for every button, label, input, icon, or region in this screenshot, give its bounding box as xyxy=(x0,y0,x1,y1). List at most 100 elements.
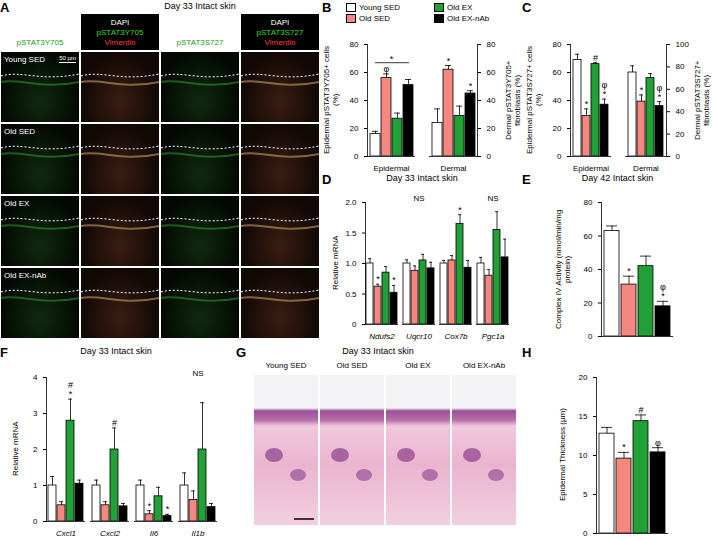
svg-text:20: 20 xyxy=(350,124,359,133)
svg-text:40: 40 xyxy=(350,96,359,105)
html-text:Old EX: Old EX xyxy=(447,3,473,12)
html-text:A: A xyxy=(0,0,10,15)
html-text:H: H xyxy=(522,345,532,360)
svg-text:*: * xyxy=(639,85,643,95)
svg-text:0: 0 xyxy=(583,529,588,538)
svg-text:*: * xyxy=(622,442,626,452)
svg-text:Dermal: Dermal xyxy=(441,164,467,173)
svg-text:80: 80 xyxy=(583,198,592,207)
svg-text:NS: NS xyxy=(192,369,203,378)
svg-text:40: 40 xyxy=(675,107,684,116)
svg-text:Cox7b: Cox7b xyxy=(444,332,468,341)
svg-text:2.0: 2.0 xyxy=(345,198,357,207)
svg-text:20: 20 xyxy=(583,299,592,308)
html-text:Epidermal pSTAT3S727+ cells (%: Epidermal pSTAT3S727+ cells (%) xyxy=(524,46,543,154)
svg-text:φ: φ xyxy=(655,438,661,448)
svg-text:40: 40 xyxy=(583,265,592,274)
svg-text:0: 0 xyxy=(33,517,38,526)
svg-text:NS: NS xyxy=(487,194,498,203)
svg-text:*: * xyxy=(147,501,151,511)
svg-text:10: 10 xyxy=(579,451,588,460)
svg-text:*: * xyxy=(469,81,473,91)
svg-text:60: 60 xyxy=(675,85,684,94)
svg-text:60: 60 xyxy=(552,68,561,77)
svg-text:40: 40 xyxy=(487,96,496,105)
svg-text:*: * xyxy=(390,54,394,64)
svg-text:80: 80 xyxy=(487,40,496,49)
svg-text:40: 40 xyxy=(552,96,561,105)
svg-text:*: * xyxy=(376,274,380,284)
svg-text:4: 4 xyxy=(33,373,38,382)
svg-text:20: 20 xyxy=(675,130,684,139)
svg-text:20: 20 xyxy=(552,124,561,133)
svg-text:15: 15 xyxy=(579,412,588,421)
svg-text:*: * xyxy=(392,275,396,285)
html-text:Day 33 Intact skin: Day 33 Intact skin xyxy=(80,346,152,356)
html-text:Relative mRNA: Relative mRNA xyxy=(10,421,20,477)
html-text:E: E xyxy=(522,172,531,187)
svg-text:0: 0 xyxy=(487,152,492,161)
svg-text:*: * xyxy=(458,205,462,215)
html-text:B: B xyxy=(322,0,332,15)
svg-text:Cxcl1: Cxcl1 xyxy=(55,529,75,538)
svg-text:NS: NS xyxy=(413,194,424,203)
html-text:G: G xyxy=(236,345,247,360)
svg-text:0: 0 xyxy=(675,152,680,161)
html-text:C: C xyxy=(522,0,532,15)
svg-text:Epidermal: Epidermal xyxy=(373,164,409,173)
svg-text:Epidermal: Epidermal xyxy=(572,164,608,173)
svg-text:0.5: 0.5 xyxy=(345,290,357,299)
html-text:Day 42 Intact skin: Day 42 Intact skin xyxy=(581,173,654,183)
svg-text:1.0: 1.0 xyxy=(345,259,357,268)
svg-text:20: 20 xyxy=(487,124,496,133)
svg-text:#: # xyxy=(111,418,116,428)
svg-text:Il6: Il6 xyxy=(149,529,158,538)
svg-text:φ*: φ* xyxy=(660,282,666,301)
svg-text:Dermal: Dermal xyxy=(633,164,659,173)
svg-text:2: 2 xyxy=(33,445,38,454)
html-text:Complex IV Activity (nmol/min/: Complex IV Activity (nmol/min/mg protein… xyxy=(553,209,572,329)
svg-text:*: * xyxy=(165,504,169,514)
svg-text:#*: #* xyxy=(67,380,72,399)
svg-text:80: 80 xyxy=(350,40,359,49)
svg-text:1.5: 1.5 xyxy=(345,229,357,238)
svg-text:60: 60 xyxy=(487,68,496,77)
html-text:Day 33 Intact skin: Day 33 Intact skin xyxy=(164,1,236,11)
svg-text:0: 0 xyxy=(354,152,359,161)
html-text:Day 33 Intact skin: Day 33 Intact skin xyxy=(386,173,458,183)
svg-text:#: # xyxy=(592,53,597,63)
svg-text:1: 1 xyxy=(33,481,38,490)
html-text:Dermal pSTAT3S727+ fibroblasts: Dermal pSTAT3S727+ fibroblasts (%) xyxy=(692,60,711,140)
html-text:Old EX-nAb: Old EX-nAb xyxy=(447,14,490,23)
html-text:Young SED: Young SED xyxy=(359,3,401,12)
svg-text:*: * xyxy=(447,56,451,66)
svg-text:Il1b: Il1b xyxy=(191,529,204,538)
svg-text:3: 3 xyxy=(33,409,38,418)
html-text:D: D xyxy=(322,172,332,187)
svg-text:60: 60 xyxy=(583,232,592,241)
svg-text:*: * xyxy=(584,99,588,109)
html-text:Relative mRNA: Relative mRNA xyxy=(330,235,340,291)
svg-text:φ: φ xyxy=(384,64,390,74)
html-text:Old SED: Old SED xyxy=(359,14,391,23)
html-text:Epidermal pSTAT3Y705+ cells (%: Epidermal pSTAT3Y705+ cells (%) xyxy=(322,46,340,154)
svg-text:#: # xyxy=(638,405,643,415)
svg-text:*: * xyxy=(627,266,631,276)
svg-text:Uqcr10: Uqcr10 xyxy=(406,332,432,341)
svg-text:Pgc1a: Pgc1a xyxy=(481,332,504,341)
svg-text:60: 60 xyxy=(350,68,359,77)
svg-text:5: 5 xyxy=(583,490,588,499)
svg-text:φ*: φ* xyxy=(656,83,662,102)
svg-text:100: 100 xyxy=(675,40,689,49)
svg-text:0: 0 xyxy=(588,332,593,341)
svg-text:0: 0 xyxy=(557,152,562,161)
svg-text:80: 80 xyxy=(552,40,561,49)
svg-text:φ*: φ* xyxy=(601,80,607,99)
svg-text:20: 20 xyxy=(579,373,588,382)
svg-text:Ndufs2: Ndufs2 xyxy=(369,332,395,341)
svg-text:0: 0 xyxy=(352,320,357,329)
html-text:Dermal pSTAT3Y705+ fibroblasts: Dermal pSTAT3Y705+ fibroblasts (%) xyxy=(504,60,522,140)
svg-text:80: 80 xyxy=(675,62,684,71)
svg-text:Cxcl2: Cxcl2 xyxy=(99,529,120,538)
html-text:Day 33 Intact skin: Day 33 Intact skin xyxy=(342,346,414,356)
